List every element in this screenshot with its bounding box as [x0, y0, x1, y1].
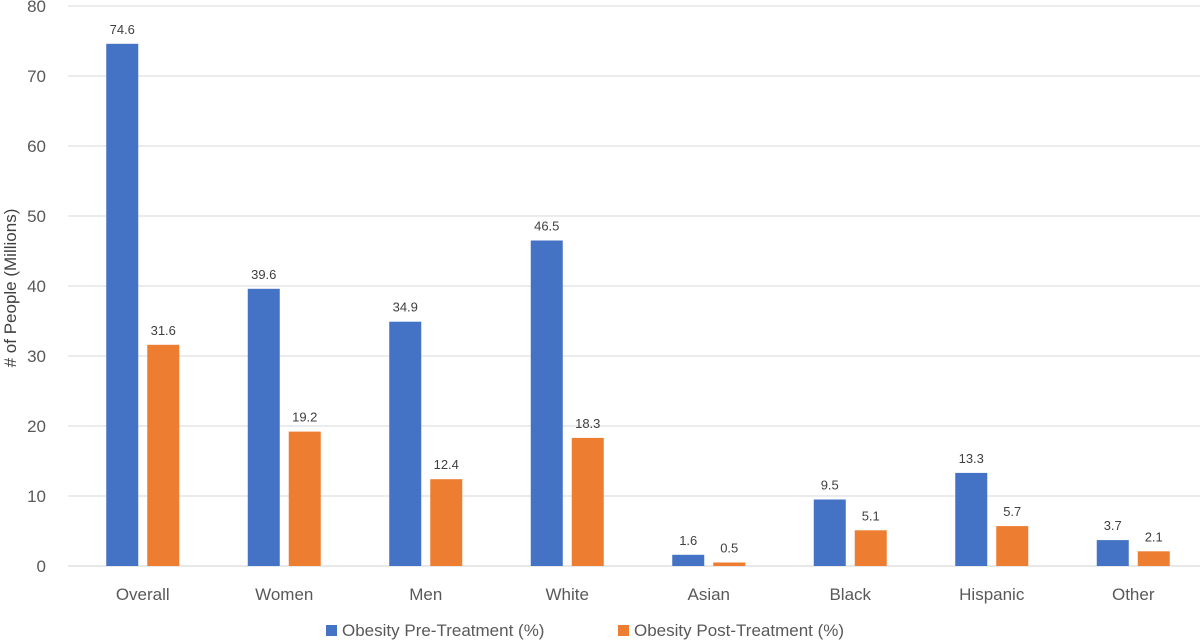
data-label: 39.6: [251, 267, 276, 282]
data-label: 46.5: [534, 219, 559, 234]
y-tick-label: 80: [27, 0, 46, 16]
y-tick-label: 50: [27, 207, 46, 226]
bar-pre-black: [813, 499, 846, 566]
x-category-label: White: [546, 585, 589, 604]
legend-label: Obesity Pre-Treatment (%): [342, 621, 544, 640]
y-tick-label: 10: [27, 487, 46, 506]
data-label: 34.9: [393, 300, 418, 315]
y-axis-ticks: 0 10 20 30 40 50 60 70 80: [27, 0, 46, 576]
data-label: 31.6: [151, 323, 176, 338]
data-label: 13.3: [959, 451, 984, 466]
legend-swatch: [618, 625, 629, 636]
bar-post-overall: [147, 344, 180, 566]
x-category-label: Black: [829, 585, 871, 604]
x-category-label: Other: [1112, 585, 1155, 604]
bar-pre-men: [389, 321, 422, 566]
data-label: 9.5: [821, 478, 839, 493]
bar-post-other: [1137, 551, 1170, 566]
y-tick-label: 0: [37, 557, 46, 576]
data-label: 0.5: [720, 541, 738, 556]
x-category-label: Overall: [116, 585, 170, 604]
bar-post-women: [288, 431, 321, 566]
bar-pre-hispanic: [955, 472, 988, 566]
gridlines: [68, 5, 1200, 567]
data-label: 1.6: [679, 533, 697, 548]
x-category-label: Women: [255, 585, 313, 604]
x-category-label: Men: [409, 585, 442, 604]
data-label: 12.4: [434, 457, 459, 472]
bar-pre-women: [247, 288, 280, 566]
data-label: 5.7: [1003, 504, 1021, 519]
y-tick-label: 60: [27, 137, 46, 156]
legend: Obesity Pre-Treatment (%) Obesity Post-Tr…: [326, 621, 844, 640]
y-tick-label: 20: [27, 417, 46, 436]
data-label: 2.1: [1145, 529, 1163, 544]
bar-post-black: [854, 530, 887, 566]
y-tick-label: 70: [27, 67, 46, 86]
bar-post-white: [571, 437, 604, 566]
bars: 74.6 31.6 39.6 19.2 34.9 12.4 46.5 18.3 1.6 0.5 9.…: [106, 22, 1170, 567]
bar-pre-other: [1096, 540, 1129, 566]
legend-swatch: [326, 625, 337, 636]
data-label: 74.6: [110, 22, 135, 37]
bar-post-asian: [713, 562, 746, 566]
bar-post-hispanic: [996, 526, 1029, 566]
legend-label: Obesity Post-Treatment (%): [634, 621, 844, 640]
bar-pre-white: [530, 240, 563, 566]
data-label: 5.1: [862, 508, 880, 523]
x-category-label: Hispanic: [959, 585, 1025, 604]
bar-pre-asian: [672, 554, 705, 566]
y-axis-label: # of People (Millions): [1, 209, 20, 368]
y-tick-label: 30: [27, 347, 46, 366]
y-tick-label: 40: [27, 277, 46, 296]
bar-post-men: [430, 479, 463, 566]
data-label: 19.2: [292, 410, 317, 425]
bar-pre-overall: [106, 43, 139, 567]
data-label: 18.3: [575, 416, 600, 431]
x-axis-categories: Overall Women Men White Asian Black Hispanic Ot…: [116, 585, 1155, 604]
x-category-label: Asian: [687, 585, 730, 604]
data-label: 3.7: [1104, 518, 1122, 533]
